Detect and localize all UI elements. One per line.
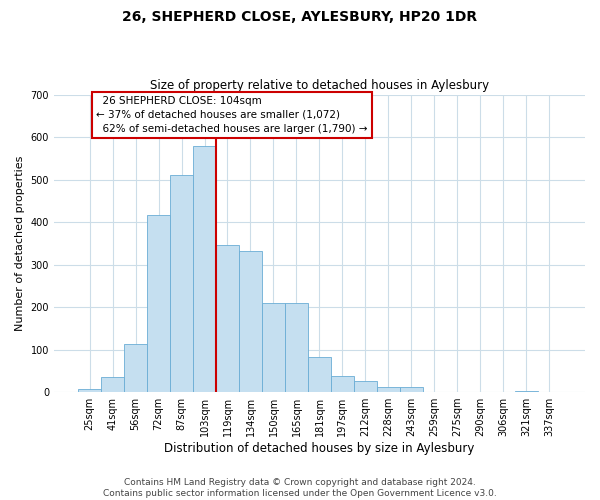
Y-axis label: Number of detached properties: Number of detached properties: [15, 156, 25, 331]
X-axis label: Distribution of detached houses by size in Aylesbury: Distribution of detached houses by size …: [164, 442, 475, 455]
Bar: [147, 216, 170, 392]
Text: 26 SHEPHERD CLOSE: 104sqm
← 37% of detached houses are smaller (1,072)
  62% of : 26 SHEPHERD CLOSE: 104sqm ← 37% of detac…: [96, 96, 367, 134]
Bar: [308, 357, 331, 392]
Bar: [101, 377, 124, 392]
Bar: [170, 176, 193, 392]
Bar: [193, 146, 216, 392]
Bar: [377, 387, 400, 392]
Bar: [354, 382, 377, 392]
Bar: [400, 387, 423, 392]
Bar: [239, 250, 262, 392]
Bar: [515, 391, 538, 392]
Bar: [78, 388, 101, 392]
Bar: [216, 246, 239, 392]
Bar: [262, 303, 285, 392]
Text: 26, SHEPHERD CLOSE, AYLESBURY, HP20 1DR: 26, SHEPHERD CLOSE, AYLESBURY, HP20 1DR: [122, 10, 478, 24]
Bar: [124, 344, 147, 392]
Text: Contains HM Land Registry data © Crown copyright and database right 2024.
Contai: Contains HM Land Registry data © Crown c…: [103, 478, 497, 498]
Bar: [331, 376, 354, 392]
Bar: [285, 303, 308, 392]
Title: Size of property relative to detached houses in Aylesbury: Size of property relative to detached ho…: [150, 79, 489, 92]
